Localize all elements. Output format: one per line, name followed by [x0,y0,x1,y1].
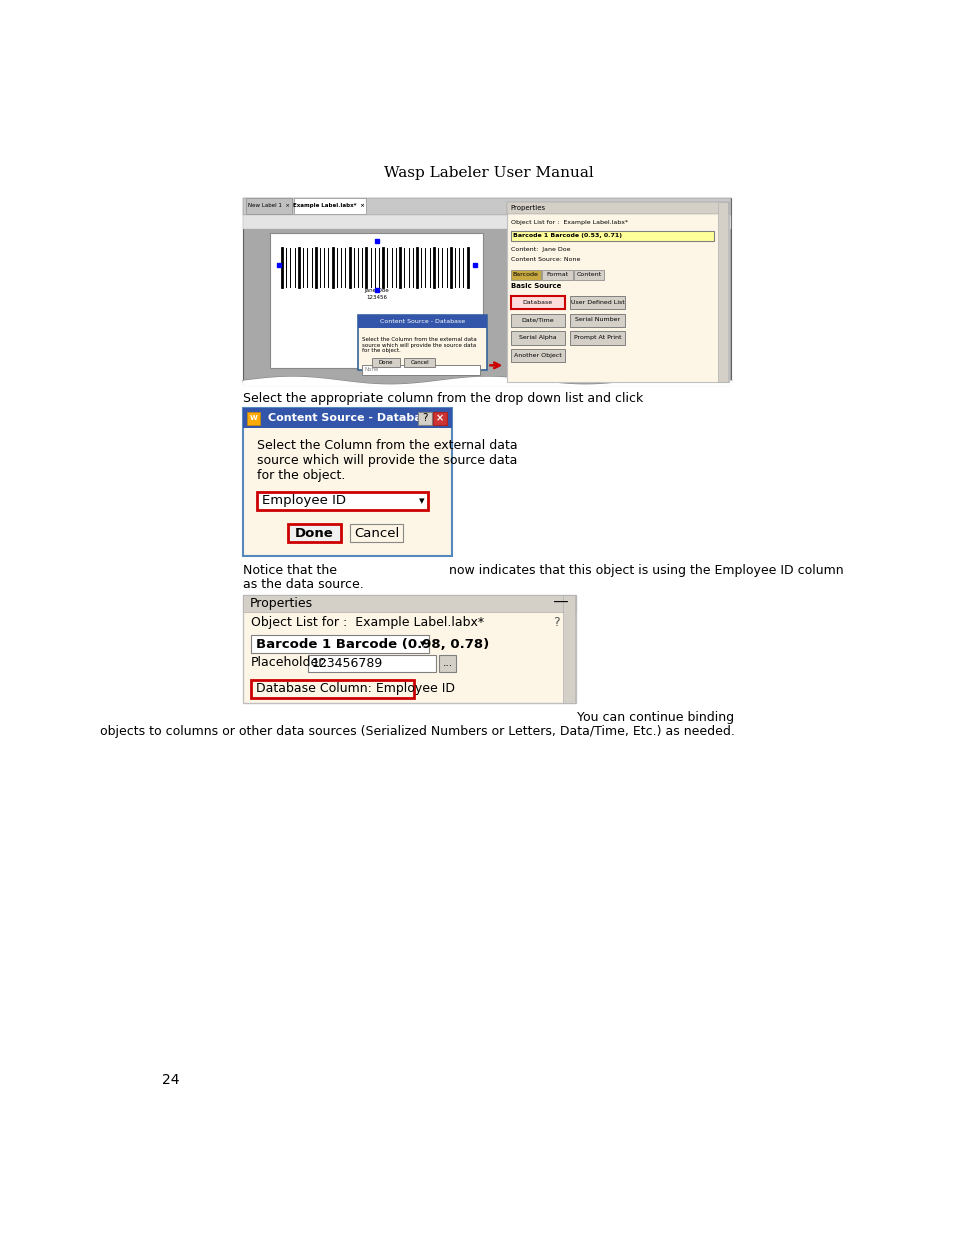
Bar [251,679,414,698]
Bar [510,296,564,309]
Bar [510,331,564,345]
Text: Basic Source: Basic Source [510,283,560,289]
Bar [288,524,340,542]
Bar [570,331,624,345]
Bar [574,270,604,280]
Bar [433,412,447,425]
Bar [243,409,452,556]
Text: Prompt At Print: Prompt At Print [573,335,620,340]
Bar [510,270,540,280]
Bar [243,199,731,385]
Text: None: None [364,368,378,373]
Bar [257,492,427,510]
Text: Wasp Labeler User Manual: Wasp Labeler User Manual [384,165,593,180]
Text: Notice that the: Notice that the [243,563,337,577]
Text: Content: Content [576,272,600,277]
Text: Content Source - Database: Content Source - Database [268,414,436,424]
Text: User Defined List: User Defined List [570,300,623,305]
Bar [357,315,487,370]
Text: 24: 24 [162,1073,179,1087]
Text: ▾: ▾ [420,638,425,650]
Bar [570,296,624,309]
Text: as the data source.: as the data source. [243,578,364,590]
Text: Barcode 1 Barcode (0.53, 0.71): Barcode 1 Barcode (0.53, 0.71) [513,233,621,238]
Bar [243,595,576,703]
Bar [361,366,479,374]
Text: Object List for :  Example Label.labx*: Object List for : Example Label.labx* [251,616,483,629]
Text: .: . [557,391,560,405]
Text: New Label 1  ×: New Label 1 × [248,204,290,209]
Bar [506,203,728,215]
Text: Jane Doe: Jane Doe [364,288,389,294]
Bar [294,199,365,214]
Text: now indicates that this object is using the Employee ID column: now indicates that this object is using … [448,563,842,577]
Text: Placeholder:: Placeholder: [251,656,328,669]
Bar [439,655,456,672]
Text: Properties: Properties [510,205,545,211]
Text: Another Object: Another Object [514,353,561,358]
Bar [510,314,564,327]
Bar [562,595,575,703]
Text: objects to columns or other data sources (Serialized Numbers or Letters, Data/Ti: objects to columns or other data sources… [100,725,734,739]
Bar [372,358,399,367]
Text: Barcode 1 Barcode (0.98, 0.78): Barcode 1 Barcode (0.98, 0.78) [255,637,488,651]
Text: ...: ... [442,658,453,668]
Bar [350,524,402,542]
Text: Serial Alpha: Serial Alpha [518,335,556,340]
Text: Date/Time: Date/Time [521,317,554,322]
Bar [570,314,624,327]
Text: ?: ? [421,414,427,424]
Text: Content Source - Database: Content Source - Database [379,319,465,324]
Text: Barcode: Barcode [512,272,537,277]
Bar [247,412,259,425]
Bar [718,203,727,382]
Text: Cancel: Cancel [354,526,398,540]
Text: Select the appropriate column from the drop down list and click: Select the appropriate column from the d… [243,391,643,405]
Text: W: W [249,415,257,421]
Bar [357,315,487,327]
Bar [243,409,452,429]
Text: Cancel: Cancel [410,359,429,364]
Bar [506,203,728,382]
Text: Properties: Properties [249,597,313,610]
Bar [404,358,435,367]
Bar [243,215,731,228]
Text: Employee ID: Employee ID [261,494,346,508]
Bar [542,270,572,280]
Bar [270,233,483,368]
Text: Done: Done [378,359,393,364]
Text: Database: Database [522,300,552,305]
Text: ?: ? [553,616,559,629]
Text: Content:  Jane Doe: Content: Jane Doe [510,247,570,252]
Text: 123456: 123456 [366,294,387,300]
Bar [243,199,731,215]
Bar [251,635,429,653]
Text: ×: × [436,414,444,424]
Text: ―: ― [554,597,567,610]
Bar [243,595,576,611]
Bar [245,199,292,214]
Text: Example Label.labx*  ×: Example Label.labx* × [293,204,365,209]
Text: Content Source: None: Content Source: None [510,257,579,262]
Text: Serial Number: Serial Number [575,317,619,322]
Text: Select the Column from the external data
source which will provide the source da: Select the Column from the external data… [257,440,517,482]
Text: Select the Column from the external data
source which will provide the source da: Select the Column from the external data… [361,337,476,353]
Text: You can continue binding: You can continue binding [577,711,734,725]
Text: Done: Done [294,526,334,540]
Text: Format: Format [545,272,568,277]
Text: ▾: ▾ [418,496,424,506]
Text: Database Column: Employee ID: Database Column: Employee ID [255,682,455,695]
Bar [307,655,436,672]
Bar [510,350,564,362]
Bar [510,231,714,241]
Text: 123456789: 123456789 [311,657,382,669]
Bar [417,412,431,425]
Text: Object List for :  Example Label.labx*: Object List for : Example Label.labx* [510,220,627,225]
